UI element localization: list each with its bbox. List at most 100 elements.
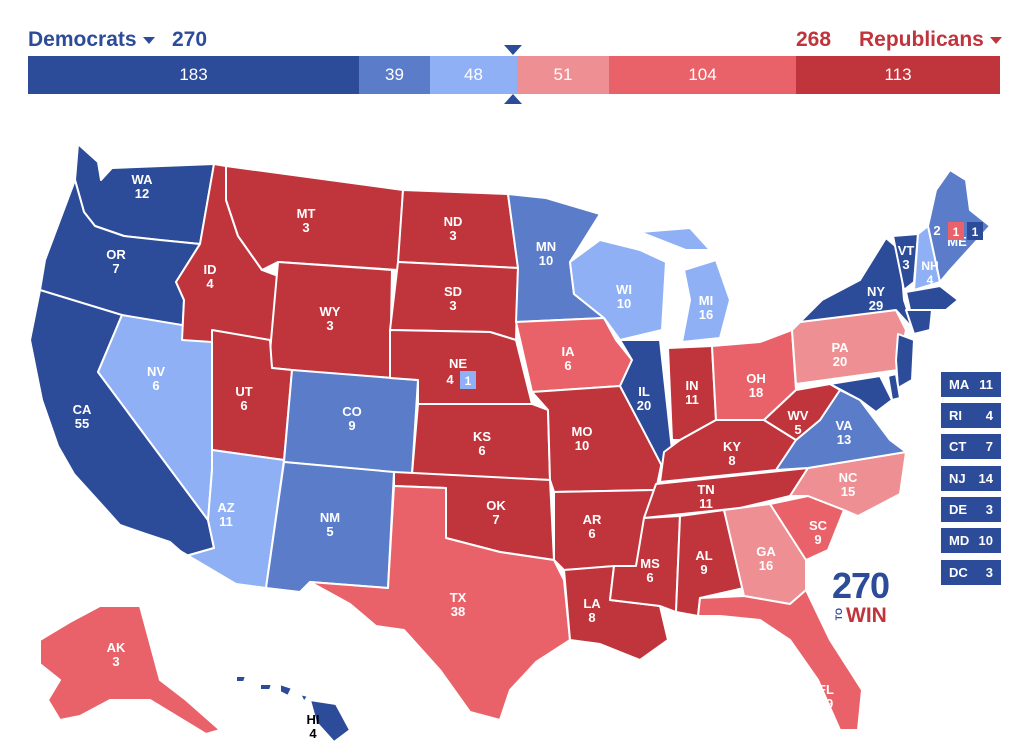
small-state-ev: 14 bbox=[978, 471, 993, 486]
state-sc[interactable] bbox=[769, 495, 845, 561]
label-ny: NY 29 bbox=[867, 284, 885, 313]
small-state-abbr: CT bbox=[949, 439, 967, 454]
small-state-abbr: DC bbox=[949, 565, 968, 580]
label-tn: TN 11 bbox=[697, 482, 714, 511]
small-state-abbr: MD bbox=[949, 533, 970, 548]
logo-number: 270 bbox=[832, 565, 890, 606]
me-district-1-box[interactable] bbox=[948, 222, 964, 240]
small-state-abbr: RI bbox=[949, 408, 962, 423]
chevron-down-icon bbox=[989, 36, 1002, 44]
label-oh: OH 18 bbox=[746, 371, 766, 400]
label-az: AZ 11 bbox=[217, 500, 234, 529]
label-in: IN 11 bbox=[685, 378, 699, 407]
small-state-abbr: DE bbox=[949, 502, 968, 517]
label-ne: NE bbox=[449, 356, 467, 371]
state-tn[interactable] bbox=[643, 467, 809, 519]
label-co: CO 9 bbox=[342, 404, 362, 433]
state-ct-shape[interactable] bbox=[905, 309, 933, 335]
ne-district-value: 1 bbox=[465, 374, 472, 388]
label-sc: SC 9 bbox=[809, 518, 828, 547]
label-la: LA 8 bbox=[583, 596, 601, 625]
state-mi[interactable] bbox=[639, 227, 731, 343]
small-state-abbr: MA bbox=[949, 377, 970, 392]
label-mi: MI 16 bbox=[699, 293, 713, 322]
democrats-dropdown[interactable]: Democrats bbox=[28, 28, 155, 52]
label-mo: MO 10 bbox=[572, 424, 593, 453]
label-ms: MS 6 bbox=[640, 556, 660, 585]
small-state-dc[interactable]: DC 3 bbox=[941, 560, 1001, 585]
democrats-label: Democrats bbox=[28, 28, 137, 51]
small-state-abbr: NJ bbox=[949, 471, 966, 486]
label-wy: WY 3 bbox=[320, 304, 341, 333]
state-de-shape[interactable] bbox=[887, 373, 901, 401]
label-nh: NH 4 bbox=[921, 259, 938, 287]
label-ga: GA 16 bbox=[756, 544, 776, 573]
me-district-1-value: 1 bbox=[953, 225, 960, 239]
us-electoral-map: WA 12 OR 7 CA 55 NV 6 ID 4 MT 3 WY 3 UT 6 AZ 11 C… bbox=[29, 143, 991, 743]
label-id: ID 4 bbox=[204, 262, 217, 291]
state-ma-shape[interactable] bbox=[905, 285, 959, 311]
democrats-total: 270 bbox=[172, 28, 208, 51]
label-va: VA 13 bbox=[835, 418, 853, 447]
bar-segment-lean-dem[interactable]: 48 bbox=[430, 56, 517, 94]
ne-district-box[interactable] bbox=[460, 371, 476, 389]
label-mn: MN 10 bbox=[536, 239, 556, 268]
bar-segment-lean-rep[interactable]: 51 bbox=[517, 56, 609, 94]
label-wi: WI 10 bbox=[616, 282, 632, 311]
270-marker-bottom-icon bbox=[504, 94, 522, 104]
state-hi[interactable] bbox=[235, 675, 351, 743]
label-ca: CA 55 bbox=[73, 402, 92, 431]
label-wv: WV 5 bbox=[788, 408, 809, 437]
label-nm: NM 5 bbox=[320, 510, 340, 539]
electoral-vote-bar: 183 39 48 51 104 113 bbox=[28, 56, 1000, 94]
small-state-nj[interactable]: NJ 14 bbox=[941, 466, 1001, 491]
label-nc: NC 15 bbox=[839, 470, 858, 499]
state-il[interactable] bbox=[619, 339, 673, 471]
state-wi[interactable] bbox=[569, 239, 667, 341]
state-tx[interactable] bbox=[309, 485, 571, 721]
bar-segment-likely-dem[interactable]: 39 bbox=[359, 56, 430, 94]
label-ne-ev: 4 bbox=[446, 372, 454, 387]
270towin-logo: 270 TO WIN bbox=[832, 568, 902, 628]
270-marker-top-icon bbox=[504, 45, 522, 55]
small-state-ev: 3 bbox=[985, 502, 993, 517]
me-district-2-value: 1 bbox=[972, 225, 979, 239]
small-state-md[interactable]: MD 10 bbox=[941, 528, 1001, 553]
small-state-de[interactable]: DE 3 bbox=[941, 497, 1001, 522]
label-or: OR 7 bbox=[106, 247, 126, 276]
label-il: IL 20 bbox=[637, 384, 651, 413]
bar-segment-safe-dem[interactable]: 183 bbox=[28, 56, 359, 94]
republicans-label: Republicans bbox=[859, 28, 984, 51]
label-ky: KY 8 bbox=[723, 439, 741, 468]
state-nd[interactable] bbox=[397, 189, 519, 269]
label-tx: TX 38 bbox=[450, 590, 467, 619]
state-fl[interactable] bbox=[697, 589, 863, 731]
state-nj-shape[interactable] bbox=[895, 333, 915, 389]
small-state-ev: 4 bbox=[985, 408, 993, 423]
label-sd: SD 3 bbox=[444, 284, 462, 313]
label-mt: MT 3 bbox=[297, 206, 316, 235]
label-ia: IA 6 bbox=[562, 344, 576, 373]
state-ak[interactable] bbox=[39, 605, 221, 735]
small-state-ct[interactable]: CT 7 bbox=[941, 434, 1001, 459]
label-ar: AR 6 bbox=[583, 512, 602, 541]
small-state-ma[interactable]: MA 11 bbox=[941, 372, 1001, 397]
label-ak: AK 3 bbox=[107, 640, 126, 669]
small-state-ri[interactable]: RI 4 bbox=[941, 403, 1001, 428]
small-state-ev: 7 bbox=[985, 439, 993, 454]
label-nv: NV 6 bbox=[147, 364, 165, 393]
small-state-ev: 11 bbox=[979, 377, 993, 392]
bar-segment-safe-rep[interactable]: 113 bbox=[796, 56, 1000, 94]
state-md-shape[interactable] bbox=[829, 375, 893, 413]
logo-to: TO bbox=[834, 608, 844, 621]
republicans-dropdown[interactable]: Republicans bbox=[859, 28, 1002, 52]
label-pa: PA 20 bbox=[831, 340, 849, 369]
label-ut: UT 6 bbox=[235, 384, 252, 413]
me-district-2-box[interactable] bbox=[967, 222, 983, 240]
label-al: AL 9 bbox=[695, 548, 712, 577]
small-state-ev: 10 bbox=[978, 533, 993, 548]
label-fl: FL 29 bbox=[818, 682, 834, 711]
small-state-ev: 3 bbox=[985, 565, 993, 580]
bar-segment-likely-rep[interactable]: 104 bbox=[609, 56, 796, 94]
logo-win: WIN bbox=[846, 604, 887, 627]
